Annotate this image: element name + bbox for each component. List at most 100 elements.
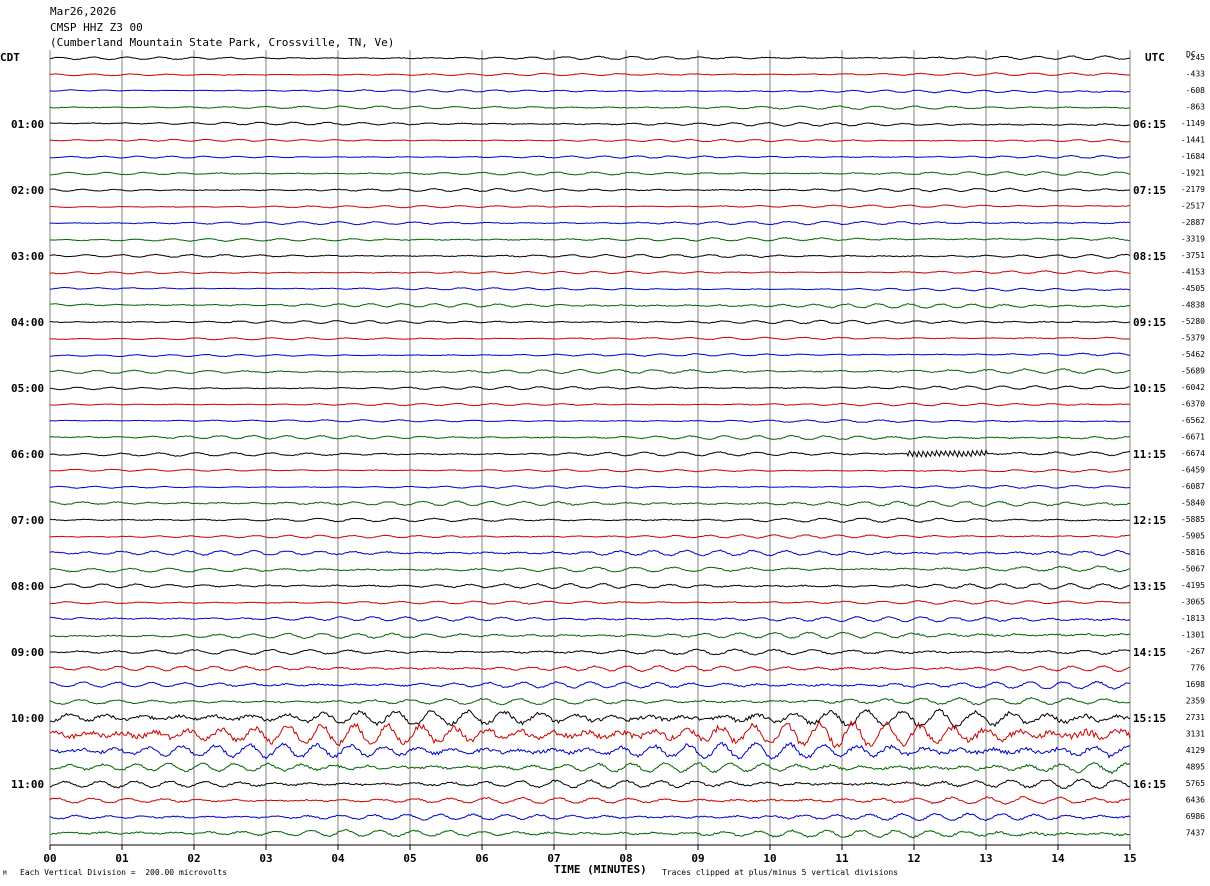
trace-line bbox=[49, 708, 1131, 728]
trace-line bbox=[49, 665, 1131, 673]
trace-line bbox=[49, 549, 1131, 557]
trace-line bbox=[49, 631, 1131, 640]
trace-line bbox=[49, 599, 1131, 605]
right-hour-label: 12:15 bbox=[1133, 514, 1166, 527]
trace-line bbox=[49, 582, 1131, 590]
dc-offset-label: -3319 bbox=[1181, 235, 1205, 244]
x-tick-label: 11 bbox=[835, 852, 849, 865]
dc-offset-label: -2517 bbox=[1181, 202, 1205, 211]
dc-offset-label: -5689 bbox=[1181, 367, 1205, 376]
x-tick-label: 04 bbox=[331, 852, 345, 865]
dc-offset-label: -5840 bbox=[1181, 499, 1205, 508]
x-tick-label: 10 bbox=[763, 852, 776, 865]
dc-offset-label: -6087 bbox=[1181, 482, 1205, 491]
dc-offset-label: -5280 bbox=[1181, 317, 1205, 326]
right-hour-label: 07:15 bbox=[1133, 184, 1166, 197]
right-timezone-label: UTC bbox=[1145, 51, 1165, 64]
trace-line bbox=[49, 565, 1131, 573]
left-hour-label: 11:00 bbox=[11, 778, 44, 791]
dc-offset-label: -6042 bbox=[1181, 383, 1205, 392]
x-tick-label: 14 bbox=[1051, 852, 1065, 865]
dc-offset-label: -6370 bbox=[1181, 400, 1205, 409]
trace-line bbox=[49, 302, 1131, 309]
right-hour-label: 16:15 bbox=[1133, 778, 1166, 791]
dc-offset-label: -245 bbox=[1186, 53, 1205, 62]
right-hour-label: 06:15 bbox=[1133, 118, 1166, 131]
x-tick-label: 09 bbox=[691, 852, 704, 865]
dc-offset-label: -4153 bbox=[1181, 268, 1205, 277]
trace-line bbox=[49, 171, 1131, 176]
trace-line bbox=[49, 648, 1131, 656]
trace-line bbox=[49, 434, 1131, 440]
dc-offset-label: -1301 bbox=[1181, 631, 1205, 640]
left-hour-label: 08:00 bbox=[11, 580, 44, 593]
trace-line bbox=[49, 534, 1130, 539]
trace-line bbox=[49, 778, 1131, 790]
trace-line bbox=[50, 204, 1131, 209]
dc-offset-label: -1149 bbox=[1181, 119, 1205, 128]
left-hour-label: 01:00 bbox=[11, 118, 44, 131]
right-hour-label: 08:15 bbox=[1133, 250, 1166, 263]
dc-offset-label: -608 bbox=[1186, 86, 1205, 95]
x-tick-label: 13 bbox=[979, 852, 992, 865]
trace-line bbox=[49, 72, 1131, 77]
trace-line bbox=[49, 89, 1131, 94]
trace-line bbox=[49, 812, 1131, 822]
left-hour-label: 05:00 bbox=[11, 382, 44, 395]
trace-line bbox=[49, 105, 1131, 110]
dc-offset-label: -5905 bbox=[1181, 532, 1205, 541]
trace-line bbox=[49, 237, 1131, 242]
x-tick-label: 12 bbox=[907, 852, 920, 865]
trace-line bbox=[49, 385, 1131, 391]
left-hour-label: 09:00 bbox=[11, 646, 44, 659]
dc-offset-label: -2887 bbox=[1181, 218, 1205, 227]
dc-offset-label: -4838 bbox=[1181, 301, 1205, 310]
dc-offset-label: 4895 bbox=[1186, 763, 1205, 772]
trace-line bbox=[49, 220, 1131, 226]
right-hour-label: 15:15 bbox=[1133, 712, 1166, 725]
trace-line bbox=[49, 138, 1131, 143]
dc-offset-label: -3751 bbox=[1181, 251, 1205, 260]
clip-note: Traces clipped at plus/minus 5 vertical … bbox=[662, 868, 899, 877]
dc-offset-label: -6459 bbox=[1181, 466, 1205, 475]
trace-line bbox=[49, 796, 1131, 805]
right-hour-label: 10:15 bbox=[1133, 382, 1166, 395]
trace-line bbox=[49, 286, 1131, 292]
dc-offset-label: -1684 bbox=[1181, 152, 1205, 161]
right-hour-label: 14:15 bbox=[1133, 646, 1166, 659]
dc-offset-label: -5816 bbox=[1181, 548, 1205, 557]
dc-offset-label: -6674 bbox=[1181, 449, 1205, 458]
trace-line bbox=[49, 121, 1131, 127]
dc-offset-label: 6436 bbox=[1186, 796, 1205, 805]
trace-line bbox=[49, 448, 1131, 459]
x-tick-label: 05 bbox=[403, 852, 416, 865]
division-note: Each Vertical Division = 200.00 microvol… bbox=[20, 868, 228, 877]
trace-line bbox=[49, 336, 1131, 341]
dc-offset-label: -5462 bbox=[1181, 350, 1205, 359]
left-hour-label: 06:00 bbox=[11, 448, 44, 461]
trace-line bbox=[49, 402, 1131, 407]
dc-offset-label: 2731 bbox=[1186, 713, 1205, 722]
left-hour-label: 02:00 bbox=[11, 184, 44, 197]
dc-offset-label: 4129 bbox=[1186, 746, 1205, 755]
trace-line bbox=[49, 352, 1131, 358]
trace-line bbox=[49, 484, 1131, 489]
trace-line bbox=[49, 500, 1131, 507]
trace-line bbox=[49, 468, 1131, 473]
date-title: Mar26,2026 bbox=[50, 5, 117, 18]
trace-line bbox=[49, 55, 1131, 61]
trace-line bbox=[49, 615, 1131, 623]
trace-line bbox=[49, 680, 1130, 690]
dc-offset-label: -1813 bbox=[1181, 614, 1205, 623]
trace-line bbox=[49, 368, 1131, 375]
dc-offset-label: 2359 bbox=[1186, 697, 1205, 706]
trace-line bbox=[50, 319, 1131, 325]
dc-offset-label: -4505 bbox=[1181, 284, 1205, 293]
x-tick-label: 08 bbox=[619, 852, 632, 865]
trace-line bbox=[49, 696, 1131, 706]
dc-offset-label: 7437 bbox=[1186, 829, 1205, 838]
trace-line bbox=[49, 719, 1131, 749]
dc-offset-label: -5379 bbox=[1181, 334, 1205, 343]
station-title: CMSP HHZ Z3 00 bbox=[50, 21, 143, 34]
